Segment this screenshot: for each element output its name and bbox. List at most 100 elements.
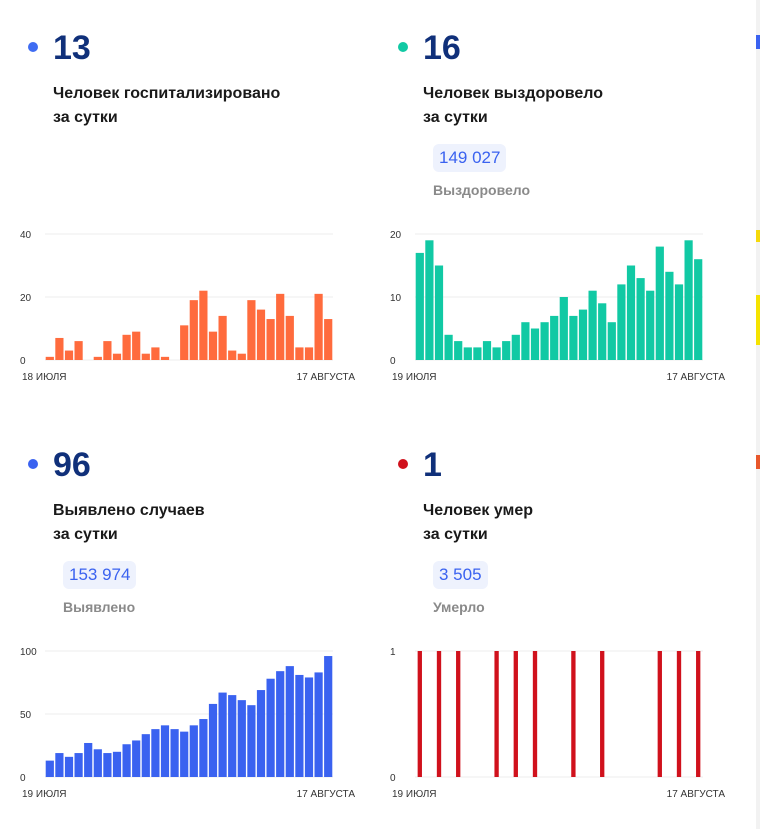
bar — [64, 756, 74, 777]
bar-chart: 0 1 19 ИЮЛЯ 17 АВГУСТА — [390, 647, 726, 800]
label-line-1: Человек госпитализировано — [53, 85, 281, 102]
x-end-label: 17 АВГУСТА — [297, 789, 356, 800]
bar — [189, 300, 198, 360]
recovered-label: Человек выздоровело за сутки — [423, 82, 603, 130]
bar — [218, 315, 227, 360]
bar — [454, 341, 463, 360]
bar — [266, 678, 275, 777]
bar — [237, 353, 246, 360]
bar — [588, 290, 597, 360]
bar — [434, 265, 444, 360]
bar — [74, 753, 83, 777]
bar — [444, 334, 453, 360]
y-tick-label: 10 — [390, 293, 402, 304]
x-start-label: 19 ИЮЛЯ — [22, 789, 67, 800]
deaths-total: 3 505 — [433, 561, 488, 589]
bar — [425, 240, 434, 360]
x-end-label: 17 АВГУСТА — [297, 372, 356, 383]
y-tick-label: 0 — [20, 773, 26, 784]
bar — [218, 692, 227, 777]
bar — [463, 347, 472, 360]
y-tick-label: 0 — [390, 773, 396, 784]
bar — [93, 749, 102, 777]
bar — [103, 753, 112, 777]
bar — [122, 744, 131, 777]
bar — [676, 651, 682, 777]
bar — [314, 672, 323, 777]
hospitalized-count: 13 — [53, 29, 91, 67]
bar — [160, 725, 170, 777]
bar — [417, 651, 422, 777]
bar — [103, 341, 112, 360]
bar — [324, 656, 333, 777]
x-start-label: 19 ИЮЛЯ — [392, 372, 437, 383]
hospitalized-chart: 0 20 40 18 ИЮЛЯ 17 АВГУСТА — [20, 220, 365, 410]
panel-cases: 96 Выявлено случаев за сутки 153 974 Выя… — [20, 437, 370, 800]
bar — [160, 356, 170, 360]
bar — [132, 331, 141, 360]
bar — [55, 337, 64, 360]
deaths-chart: 0 1 19 ИЮЛЯ 17 АВГУСТА — [390, 637, 735, 827]
y-tick-label: 20 — [20, 293, 32, 304]
bar — [256, 690, 266, 777]
hospitalized-label: Человек госпитализировано за сутки — [53, 82, 280, 130]
bar — [482, 341, 492, 360]
x-end-label: 17 АВГУСТА — [667, 789, 726, 800]
bar — [530, 328, 540, 360]
recovered-total-label: Выздоровело — [433, 182, 531, 198]
bar — [45, 760, 54, 777]
bar — [74, 341, 83, 360]
bar — [199, 290, 208, 360]
bar — [540, 322, 549, 360]
bar — [132, 740, 141, 777]
bar — [674, 284, 684, 360]
recovered-total: 149 027 — [433, 144, 507, 172]
bar — [276, 671, 285, 777]
bar — [578, 309, 588, 360]
panel-deaths: 1 Человек умер за сутки 3 505 Умерло 0 1 1… — [390, 437, 740, 800]
page-edge-strip — [756, 0, 760, 829]
y-tick-label: 1 — [390, 647, 396, 658]
bar — [559, 297, 568, 360]
x-start-label: 18 ИЮЛЯ — [22, 372, 67, 383]
bar — [285, 315, 294, 360]
bar — [415, 252, 424, 360]
bar — [550, 315, 559, 360]
bar — [636, 278, 645, 360]
bar — [256, 309, 266, 360]
bar — [208, 331, 218, 360]
bar — [511, 334, 520, 360]
panel-hospitalized: 13 Человек госпитализировано за сутки 0 2… — [20, 20, 370, 383]
bar — [513, 651, 518, 777]
bar — [569, 315, 578, 360]
deaths-label: Человек умер за сутки — [423, 499, 533, 547]
label-line-1: Человек выздоровело — [423, 85, 604, 102]
bar — [208, 703, 218, 777]
y-tick-label: 40 — [20, 230, 32, 241]
x-end-label: 17 АВГУСТА — [667, 372, 726, 383]
bar — [304, 347, 314, 360]
bar — [532, 651, 538, 777]
bar — [151, 729, 160, 777]
bar — [694, 259, 703, 360]
bar — [247, 300, 256, 360]
bar — [285, 666, 294, 777]
deaths-count: 1 — [423, 446, 442, 484]
bar-chart: 0 10 20 19 ИЮЛЯ 17 АВГУСТА — [390, 230, 726, 383]
recovered-chart: 0 10 20 19 ИЮЛЯ 17 АВГУСТА — [390, 220, 735, 410]
cases-total: 153 974 — [63, 561, 137, 589]
y-tick-label: 0 — [20, 356, 26, 367]
indicator-dot — [28, 42, 38, 52]
bar — [237, 700, 246, 777]
bar — [295, 347, 304, 360]
bar — [646, 290, 655, 360]
x-start-label: 19 ИЮЛЯ — [392, 789, 437, 800]
label-line-1: Человек умер — [423, 502, 534, 519]
bar — [684, 240, 693, 360]
y-tick-label: 20 — [390, 230, 402, 241]
bar — [304, 677, 314, 777]
bar — [55, 753, 64, 777]
label-line-2: за сутки — [423, 109, 488, 126]
bar — [324, 319, 333, 360]
bar — [228, 695, 237, 777]
